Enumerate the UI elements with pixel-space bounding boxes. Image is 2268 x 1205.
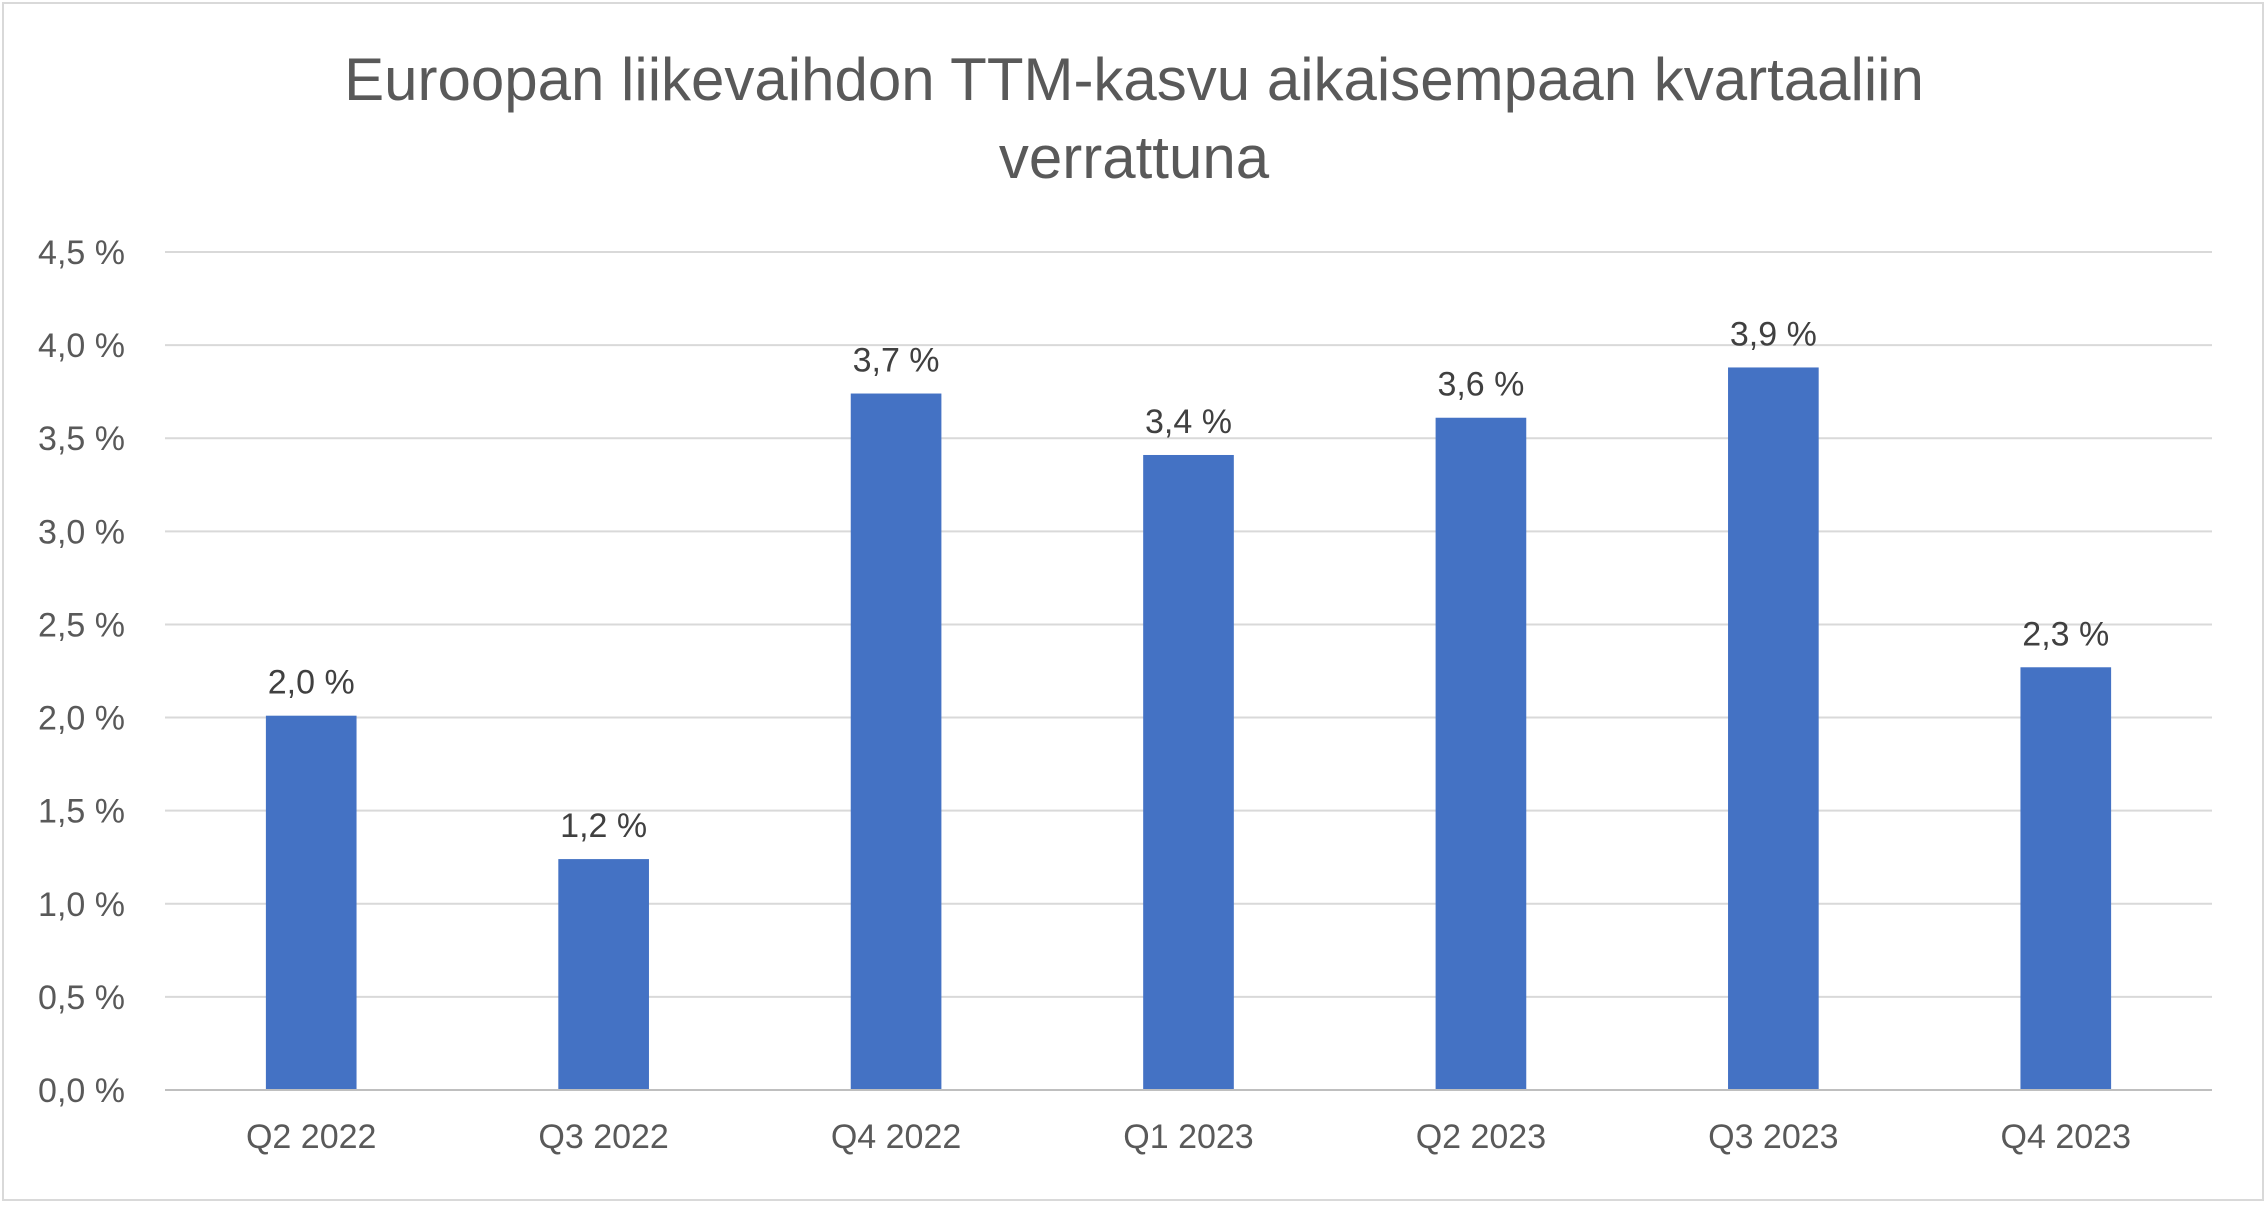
data-labels: 2,0 % 1,2 % 3,7 % 3,4 % 3,6 % 3,9 % 2,3 % [268,315,2110,845]
x-tick-label: Q1 2023 [1123,1118,1253,1156]
bar-q2-2022 [265,715,357,1090]
data-label: 2,3 % [2022,615,2109,653]
bar-q3-2023 [1728,367,1819,1090]
x-tick-label: Q2 2023 [1416,1118,1546,1156]
chart-title-line-2: verrattuna [999,124,1270,191]
chart-title-line-1: Euroopan liikevaihdon TTM-kasvu aikaisem… [344,46,1924,113]
y-tick-label: 1,0 % [38,886,125,924]
y-tick-label: 3,5 % [38,420,125,458]
y-tick-label: 3,0 % [38,513,125,551]
data-label: 3,4 % [1145,403,1232,441]
x-tick-label: Q2 2022 [246,1118,376,1156]
data-label: 3,7 % [853,342,940,380]
bars [265,367,2112,1091]
chart-title: Euroopan liikevaihdon TTM-kasvu aikaisem… [344,46,1924,191]
bar-q4-2022 [850,393,942,1090]
x-tick-label: Q3 2022 [538,1118,668,1156]
bar-q1-2023 [1143,454,1234,1091]
x-tick-label: Q4 2023 [2001,1118,2131,1156]
y-tick-label: 2,5 % [38,606,125,644]
data-label: 3,6 % [1437,366,1524,404]
data-label: 1,2 % [560,807,647,845]
y-tick-label: 2,0 % [38,700,125,738]
y-tick-label: 4,0 % [38,327,125,365]
data-label: 3,9 % [1730,315,1817,353]
x-tick-label: Q4 2022 [831,1118,961,1156]
y-tick-label: 0,5 % [38,979,125,1017]
y-axis-tick-labels: 0,0 % 0,5 % 1,0 % 1,5 % 2,0 % 2,5 % 3,0 % 3,5 %… [38,234,125,1110]
x-axis-tick-labels: Q2 2022 Q3 2022 Q4 2022 Q1 2023 Q2 2023 Q3 20… [246,1118,2131,1156]
y-tick-label: 4,5 % [38,234,125,272]
data-label: 2,0 % [268,664,355,702]
y-tick-label: 0,0 % [38,1072,125,1110]
y-tick-label: 1,5 % [38,793,125,831]
bar-q2-2023 [1435,417,1527,1090]
x-tick-label: Q3 2023 [1708,1118,1838,1156]
bar-q3-2022 [558,859,649,1090]
bar-q4-2023 [2020,667,2112,1090]
